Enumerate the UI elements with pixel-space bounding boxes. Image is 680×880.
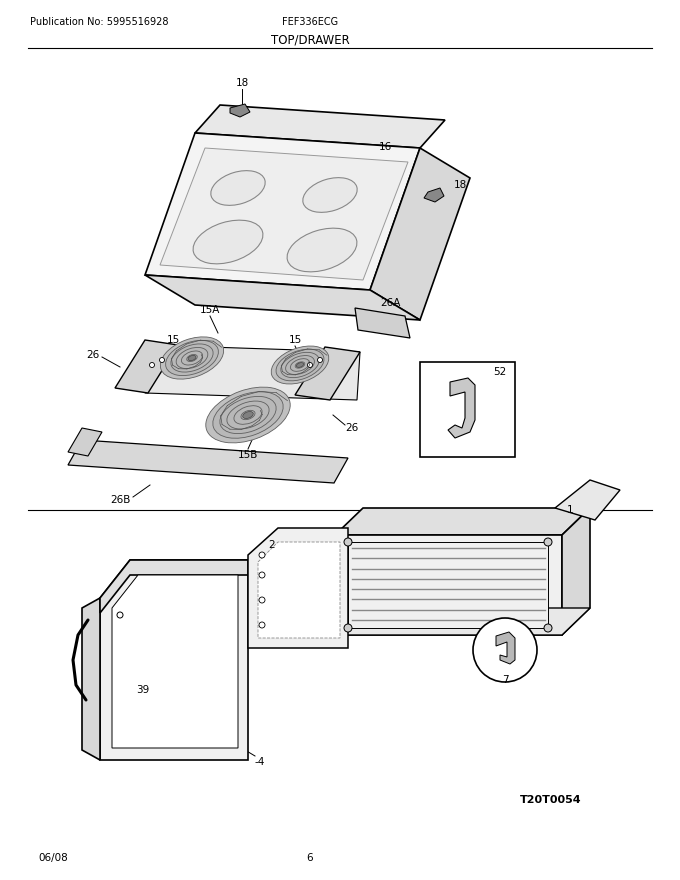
Circle shape (344, 538, 352, 546)
Text: -4: -4 (255, 757, 265, 767)
Text: 26A: 26A (380, 298, 401, 308)
Polygon shape (335, 508, 590, 535)
Ellipse shape (213, 392, 283, 438)
Ellipse shape (187, 355, 197, 362)
Polygon shape (562, 508, 590, 635)
Text: 26: 26 (345, 423, 358, 433)
Ellipse shape (160, 337, 224, 379)
Text: 16: 16 (378, 142, 392, 152)
Polygon shape (145, 275, 420, 320)
Ellipse shape (271, 346, 329, 384)
Polygon shape (195, 105, 445, 148)
Polygon shape (100, 560, 248, 613)
Ellipse shape (287, 228, 357, 272)
Polygon shape (370, 148, 470, 320)
Circle shape (473, 618, 537, 682)
Text: 18: 18 (235, 78, 249, 88)
Ellipse shape (227, 401, 269, 429)
Ellipse shape (276, 349, 324, 381)
Ellipse shape (234, 406, 262, 424)
Circle shape (344, 624, 352, 632)
Text: 26B: 26B (109, 495, 130, 505)
Ellipse shape (193, 220, 263, 264)
Polygon shape (258, 542, 340, 638)
Polygon shape (555, 480, 620, 520)
Polygon shape (82, 598, 100, 760)
Text: 18: 18 (454, 180, 466, 190)
Polygon shape (145, 133, 420, 290)
Polygon shape (112, 575, 238, 748)
Ellipse shape (211, 171, 265, 205)
Circle shape (117, 612, 123, 618)
Polygon shape (348, 542, 548, 628)
Polygon shape (496, 632, 515, 664)
Text: 15: 15 (167, 335, 180, 345)
Text: 52: 52 (494, 367, 507, 377)
Polygon shape (230, 104, 250, 117)
Text: 06/08: 06/08 (38, 853, 68, 863)
Ellipse shape (290, 359, 309, 371)
Ellipse shape (286, 356, 314, 375)
Text: 15B: 15B (238, 450, 258, 460)
Polygon shape (160, 148, 408, 280)
Polygon shape (115, 340, 178, 393)
Text: FEF336ECG: FEF336ECG (282, 17, 338, 27)
Circle shape (259, 597, 265, 603)
Ellipse shape (176, 348, 208, 369)
Polygon shape (145, 345, 360, 400)
Ellipse shape (243, 412, 253, 419)
Bar (420, 362, 515, 457)
Circle shape (544, 624, 552, 632)
Ellipse shape (206, 387, 290, 443)
Circle shape (307, 363, 313, 368)
Circle shape (259, 552, 265, 558)
Ellipse shape (171, 344, 213, 372)
Text: 1: 1 (566, 505, 573, 515)
Circle shape (150, 363, 154, 368)
Ellipse shape (281, 352, 319, 378)
Polygon shape (335, 535, 562, 635)
Text: 26: 26 (86, 350, 100, 360)
Ellipse shape (188, 356, 196, 361)
Polygon shape (68, 440, 348, 483)
Circle shape (318, 357, 322, 363)
Polygon shape (335, 608, 590, 635)
Ellipse shape (241, 410, 255, 420)
Polygon shape (68, 428, 102, 456)
Ellipse shape (296, 363, 303, 367)
Ellipse shape (166, 341, 218, 376)
Text: T20T0054: T20T0054 (520, 795, 581, 805)
Circle shape (259, 572, 265, 578)
Polygon shape (100, 560, 248, 760)
Circle shape (160, 357, 165, 363)
Text: 2: 2 (269, 540, 275, 550)
Polygon shape (424, 188, 444, 202)
Ellipse shape (303, 178, 357, 212)
Text: 15: 15 (288, 335, 302, 345)
Ellipse shape (182, 351, 203, 365)
Text: TOP/DRAWER: TOP/DRAWER (271, 33, 350, 47)
Text: 6: 6 (307, 853, 313, 863)
Text: Publication No: 5995516928: Publication No: 5995516928 (30, 17, 169, 27)
Circle shape (259, 622, 265, 628)
Circle shape (544, 538, 552, 546)
Text: 15A: 15A (200, 305, 220, 315)
Text: 7: 7 (502, 675, 509, 685)
Polygon shape (248, 528, 348, 648)
Ellipse shape (295, 362, 305, 368)
Polygon shape (448, 378, 475, 438)
Ellipse shape (220, 396, 276, 434)
Polygon shape (295, 347, 360, 400)
Polygon shape (355, 308, 410, 338)
Text: 39: 39 (137, 685, 150, 695)
